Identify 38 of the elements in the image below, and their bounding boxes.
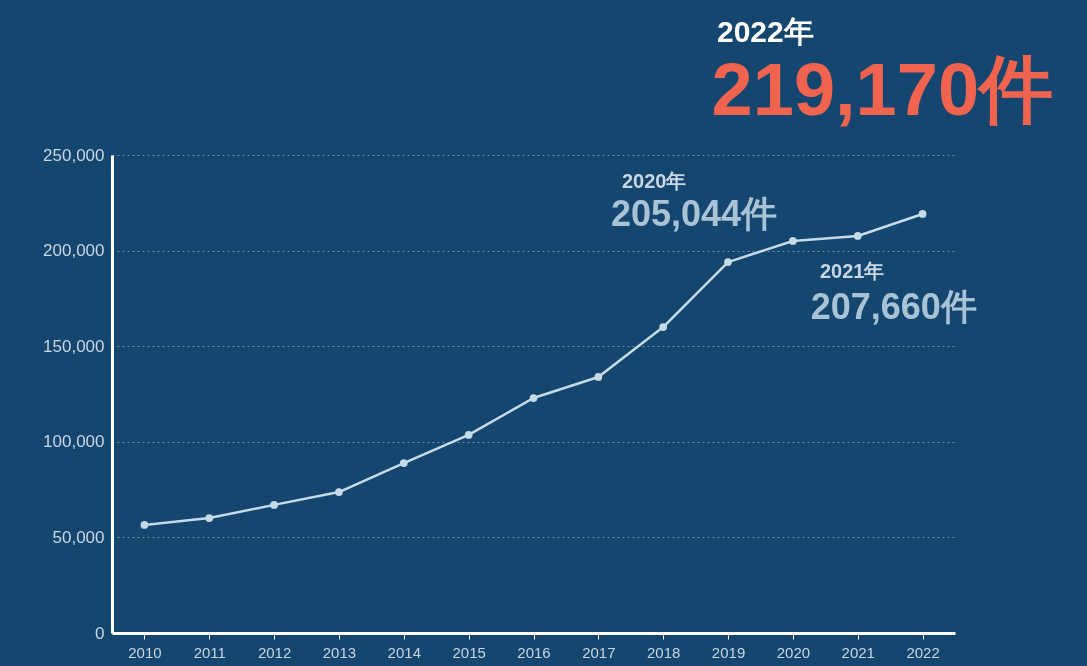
y-tick-label: 100,000	[43, 432, 105, 452]
y-tick-label: 50,000	[52, 527, 105, 547]
point	[335, 488, 343, 496]
point	[140, 521, 149, 529]
annotation: 207,660件	[810, 285, 977, 327]
annotation: 2021年	[820, 260, 885, 282]
x-tick-label: 2011	[193, 643, 226, 661]
point	[594, 373, 603, 381]
x-tick-label: 2018	[647, 643, 681, 661]
point	[724, 258, 732, 266]
point	[789, 237, 797, 245]
y-tick-label: 250,000	[43, 145, 105, 165]
x-tick-label: 2010	[128, 643, 162, 661]
x-tick-label: 2016	[517, 643, 551, 661]
point	[918, 210, 927, 218]
x-tick-label: 2015	[452, 643, 486, 661]
point	[399, 459, 408, 467]
point	[270, 501, 278, 509]
x-tick-label: 2013	[322, 643, 357, 661]
text: 2022年	[717, 15, 814, 48]
x-tick-label: 2014	[387, 643, 421, 661]
y-tick-label: 150,000	[43, 336, 105, 356]
x-tick-label: 2020	[776, 643, 811, 661]
y-tick-label: 200,000	[43, 241, 105, 261]
y-tick-label: 0	[95, 623, 105, 643]
x-tick-label: 2019	[711, 643, 746, 661]
x-tick-label: 2022	[906, 643, 940, 661]
annotation: 219,170件	[711, 47, 1054, 131]
x-tick-label: 2017	[582, 643, 616, 661]
x-tick-label: 2012	[257, 643, 292, 661]
point	[464, 431, 473, 439]
point	[853, 232, 862, 240]
point	[205, 514, 214, 522]
annotation: 205,044件	[610, 192, 778, 234]
annotation: 2020年	[622, 170, 687, 192]
point	[529, 394, 538, 402]
point	[659, 323, 668, 331]
x-tick-label: 2021	[841, 643, 875, 661]
